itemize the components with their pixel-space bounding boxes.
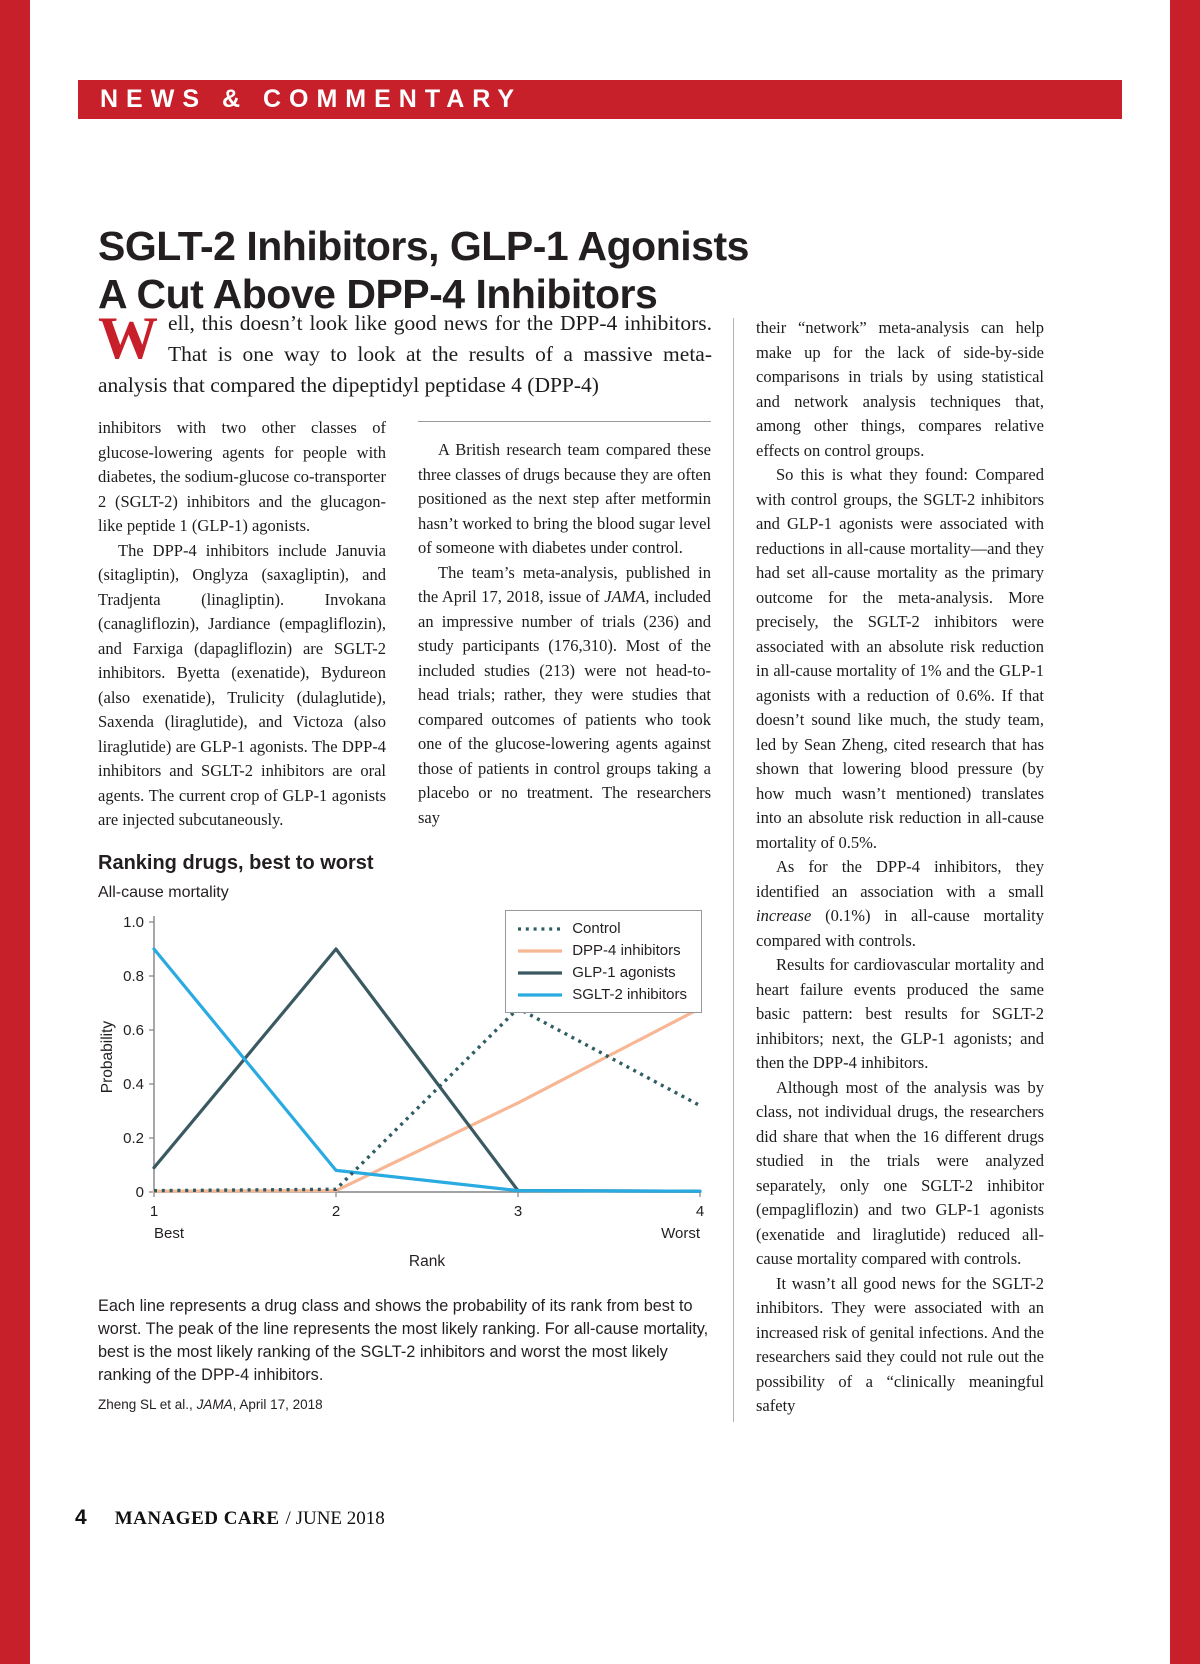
figure-block: Ranking drugs, best to worst All-cause m… bbox=[98, 852, 714, 1412]
body-paragraph: So this is what they found: Compared wit… bbox=[756, 465, 1044, 852]
y-tick-label: 0.6 bbox=[123, 1022, 144, 1039]
body-column-2: A British research team compared these t… bbox=[418, 438, 711, 830]
body-paragraph: The DPP-4 inhibitors include Januvia (si… bbox=[98, 540, 386, 830]
article-title-line1: SGLT-2 Inhibitors, GLP-1 Agonists bbox=[98, 223, 749, 270]
y-tick-label: 0.4 bbox=[123, 1076, 144, 1093]
chart-title: Ranking drugs, best to worst bbox=[98, 852, 374, 874]
section-kicker: NEWS & COMMENTARY bbox=[100, 85, 523, 113]
body-paragraph: Results for cardiovascular mortality and… bbox=[756, 955, 1044, 1072]
y-tick-label: 0.2 bbox=[123, 1130, 144, 1147]
x-tick-label: 3 bbox=[514, 1203, 522, 1220]
article-title-line2: A Cut Above DPP-4 Inhibitors bbox=[98, 271, 658, 318]
source-text: Zheng SL et al., bbox=[98, 1396, 197, 1412]
legend-label: DPP-4 inhibitors bbox=[572, 942, 681, 959]
chart-area: 0 0.2 0.4 0.6 0.8 1.0 1 2 3 4 Best Worst Rank Probabi… bbox=[98, 906, 710, 1283]
column-rule-horizontal bbox=[418, 421, 711, 422]
article-title: SGLT-2 Inhibitors, GLP-1 Agonists A Cut … bbox=[98, 223, 818, 318]
legend-item: DPP-4 inhibitors bbox=[517, 942, 687, 959]
rank-probability-chart: 0 0.2 0.4 0.6 0.8 1.0 1 2 3 4 Best Worst Rank Probabi… bbox=[99, 914, 704, 1270]
lead-text: ell, this doesn’t look like good news fo… bbox=[98, 311, 712, 397]
body-column-3: their “network” meta-analysis can help m… bbox=[756, 316, 1044, 1419]
paragraph-text: included an impressive number of trials … bbox=[418, 587, 711, 827]
drop-cap: W bbox=[98, 305, 158, 371]
body-paragraph: It wasn’t all good news for the SGLT-2 i… bbox=[756, 1273, 1044, 1416]
body-paragraph: The team’s meta-analysis, published in t… bbox=[418, 561, 711, 831]
legend-item: SGLT-2 inhibitors bbox=[517, 986, 687, 1003]
legend-swatch-line bbox=[518, 926, 563, 931]
chart-legend: Control DPP-4 inhibitors GLP-1 agonists SGL… bbox=[505, 910, 702, 1013]
legend-swatch-line bbox=[518, 948, 563, 953]
y-tick-label: 1.0 bbox=[123, 914, 144, 931]
y-tick-label: 0.8 bbox=[123, 968, 144, 985]
body-paragraph: A British research team compared these t… bbox=[418, 440, 711, 557]
legend-swatch-line bbox=[518, 970, 563, 975]
legend-swatch-line bbox=[518, 992, 563, 997]
legend-item: GLP-1 agonists bbox=[517, 964, 687, 981]
x-sub-label-best: Best bbox=[154, 1225, 185, 1242]
y-axis-title: Probability bbox=[99, 1021, 116, 1094]
journal-name-italic: JAMA, bbox=[604, 587, 650, 606]
series-control bbox=[153, 1006, 701, 1193]
paragraph-text: The team’s meta-analysis, published in t… bbox=[418, 562, 711, 607]
body-paragraph: inhibitors with two other classes of glu… bbox=[98, 418, 386, 535]
body-paragraph: As for the DPP-4 inhibitors, they identi… bbox=[756, 855, 1044, 953]
source-text: , April 17, 2018 bbox=[232, 1396, 323, 1412]
issue-date: / JUNE 2018 bbox=[285, 1508, 385, 1529]
series-sglt-2-inhibitors bbox=[152, 947, 702, 1193]
page-number: 4 bbox=[75, 1506, 87, 1529]
x-sub-label-worst: Worst bbox=[661, 1225, 701, 1242]
legend-label: Control bbox=[572, 920, 621, 937]
legend-item: Control bbox=[517, 920, 687, 937]
paragraph-text: (0.1%) in all-cause mortality compared w… bbox=[756, 906, 1044, 950]
body-paragraph: Although most of the analysis was by cla… bbox=[756, 1077, 1044, 1269]
right-red-edge-band bbox=[1170, 0, 1200, 1664]
body-column-1: inhibitors with two other classes of glu… bbox=[98, 416, 386, 833]
left-red-edge-band bbox=[0, 0, 30, 1664]
magazine-name: MANAGED CARE bbox=[114, 1508, 280, 1529]
body-paragraph: their “network” meta-analysis can help m… bbox=[756, 318, 1044, 460]
column-rule-vertical bbox=[733, 318, 734, 1422]
figure-source: Zheng SL et al., JAMA, April 17, 2018 bbox=[98, 1397, 714, 1412]
legend-label: SGLT-2 inhibitors bbox=[572, 986, 687, 1003]
y-tick-label: 0 bbox=[136, 1184, 144, 1201]
x-tick-label: 4 bbox=[696, 1203, 704, 1220]
x-tick-label: 2 bbox=[332, 1203, 340, 1220]
chart-subtitle: All-cause mortality bbox=[98, 884, 229, 901]
section-header-bar: NEWS & COMMENTARY bbox=[78, 80, 1122, 119]
x-tick-label: 1 bbox=[150, 1203, 158, 1220]
legend-label: GLP-1 agonists bbox=[572, 964, 676, 981]
emphasis-italic: increase bbox=[756, 906, 812, 925]
journal-name-italic: JAMA bbox=[196, 1396, 233, 1412]
page-footer: 4 MANAGED CARE / JUNE 2018 bbox=[75, 1506, 385, 1530]
x-axis-title: Rank bbox=[409, 1253, 445, 1270]
series-dpp-4-inhibitors bbox=[152, 1006, 702, 1193]
paragraph-text: As for the DPP-4 inhibitors, they identi… bbox=[756, 857, 1044, 901]
figure-caption: Each line represents a drug class and sh… bbox=[98, 1297, 709, 1385]
